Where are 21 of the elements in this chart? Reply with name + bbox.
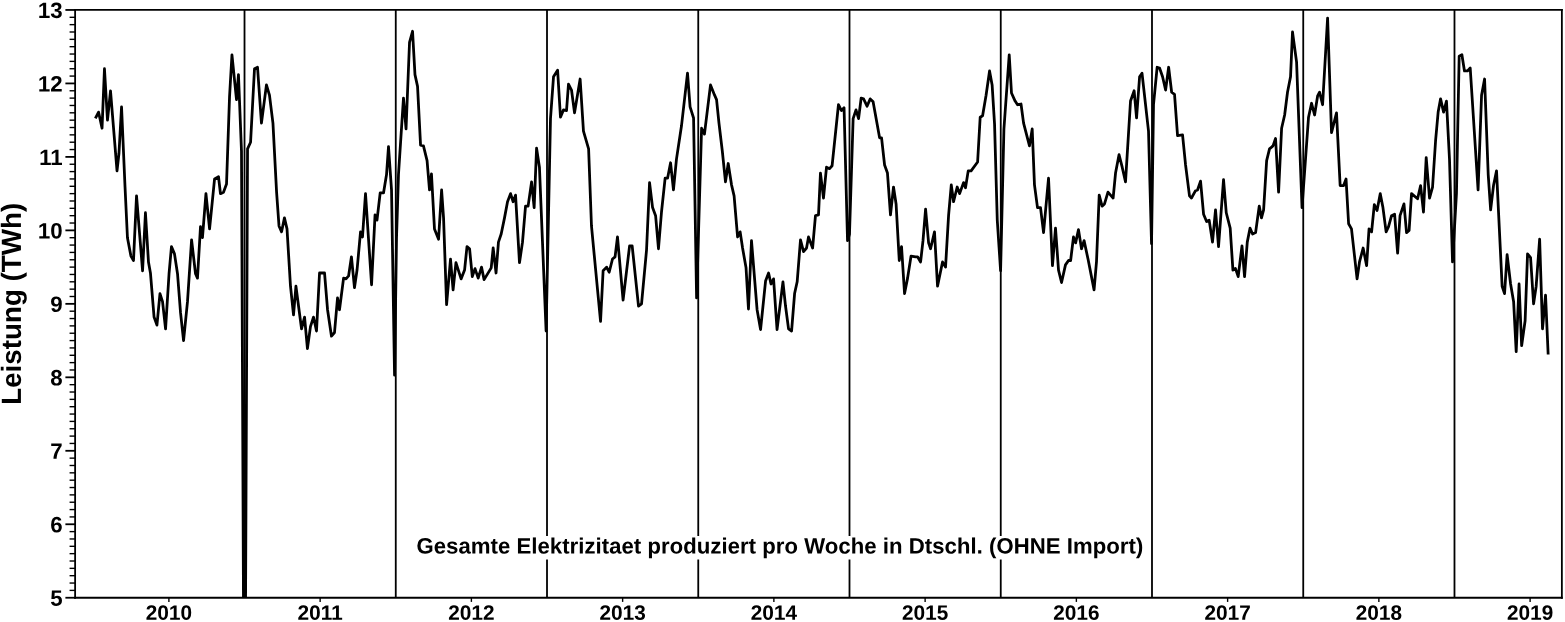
y-tick-label: 7 <box>51 443 62 459</box>
y-tick-label: 11 <box>40 149 62 165</box>
x-tick-label: 2014 <box>751 605 797 620</box>
annotation: Gesamte Elektrizitaet produziert pro Woche in Dtschl. (OHNE Import) <box>417 537 1143 559</box>
x-tick-label: 2016 <box>1053 605 1099 620</box>
y-tick-label: 10 <box>39 222 62 239</box>
x-tick-label: 2018 <box>1356 605 1402 620</box>
x-tick-label: 2015 <box>902 605 948 620</box>
x-tick-label: 2010 <box>146 605 192 620</box>
y-tick-label: 6 <box>51 516 62 533</box>
x-tick-label: 2012 <box>448 605 494 620</box>
x-tick-label: 2019 <box>1507 605 1553 620</box>
x-tick-label: 2011 <box>298 605 343 620</box>
y-tick-label: 12 <box>39 75 62 92</box>
y-tick-label: 8 <box>50 369 62 386</box>
x-tick-label: 2017 <box>1205 605 1250 620</box>
y-tick-label: 5 <box>50 590 62 607</box>
x-tick-label: 2013 <box>600 605 646 621</box>
y-tick-label: 13 <box>39 2 62 19</box>
y-tick-label: 9 <box>51 296 62 313</box>
y-axis-title: Leistung (TWh) <box>0 204 27 404</box>
